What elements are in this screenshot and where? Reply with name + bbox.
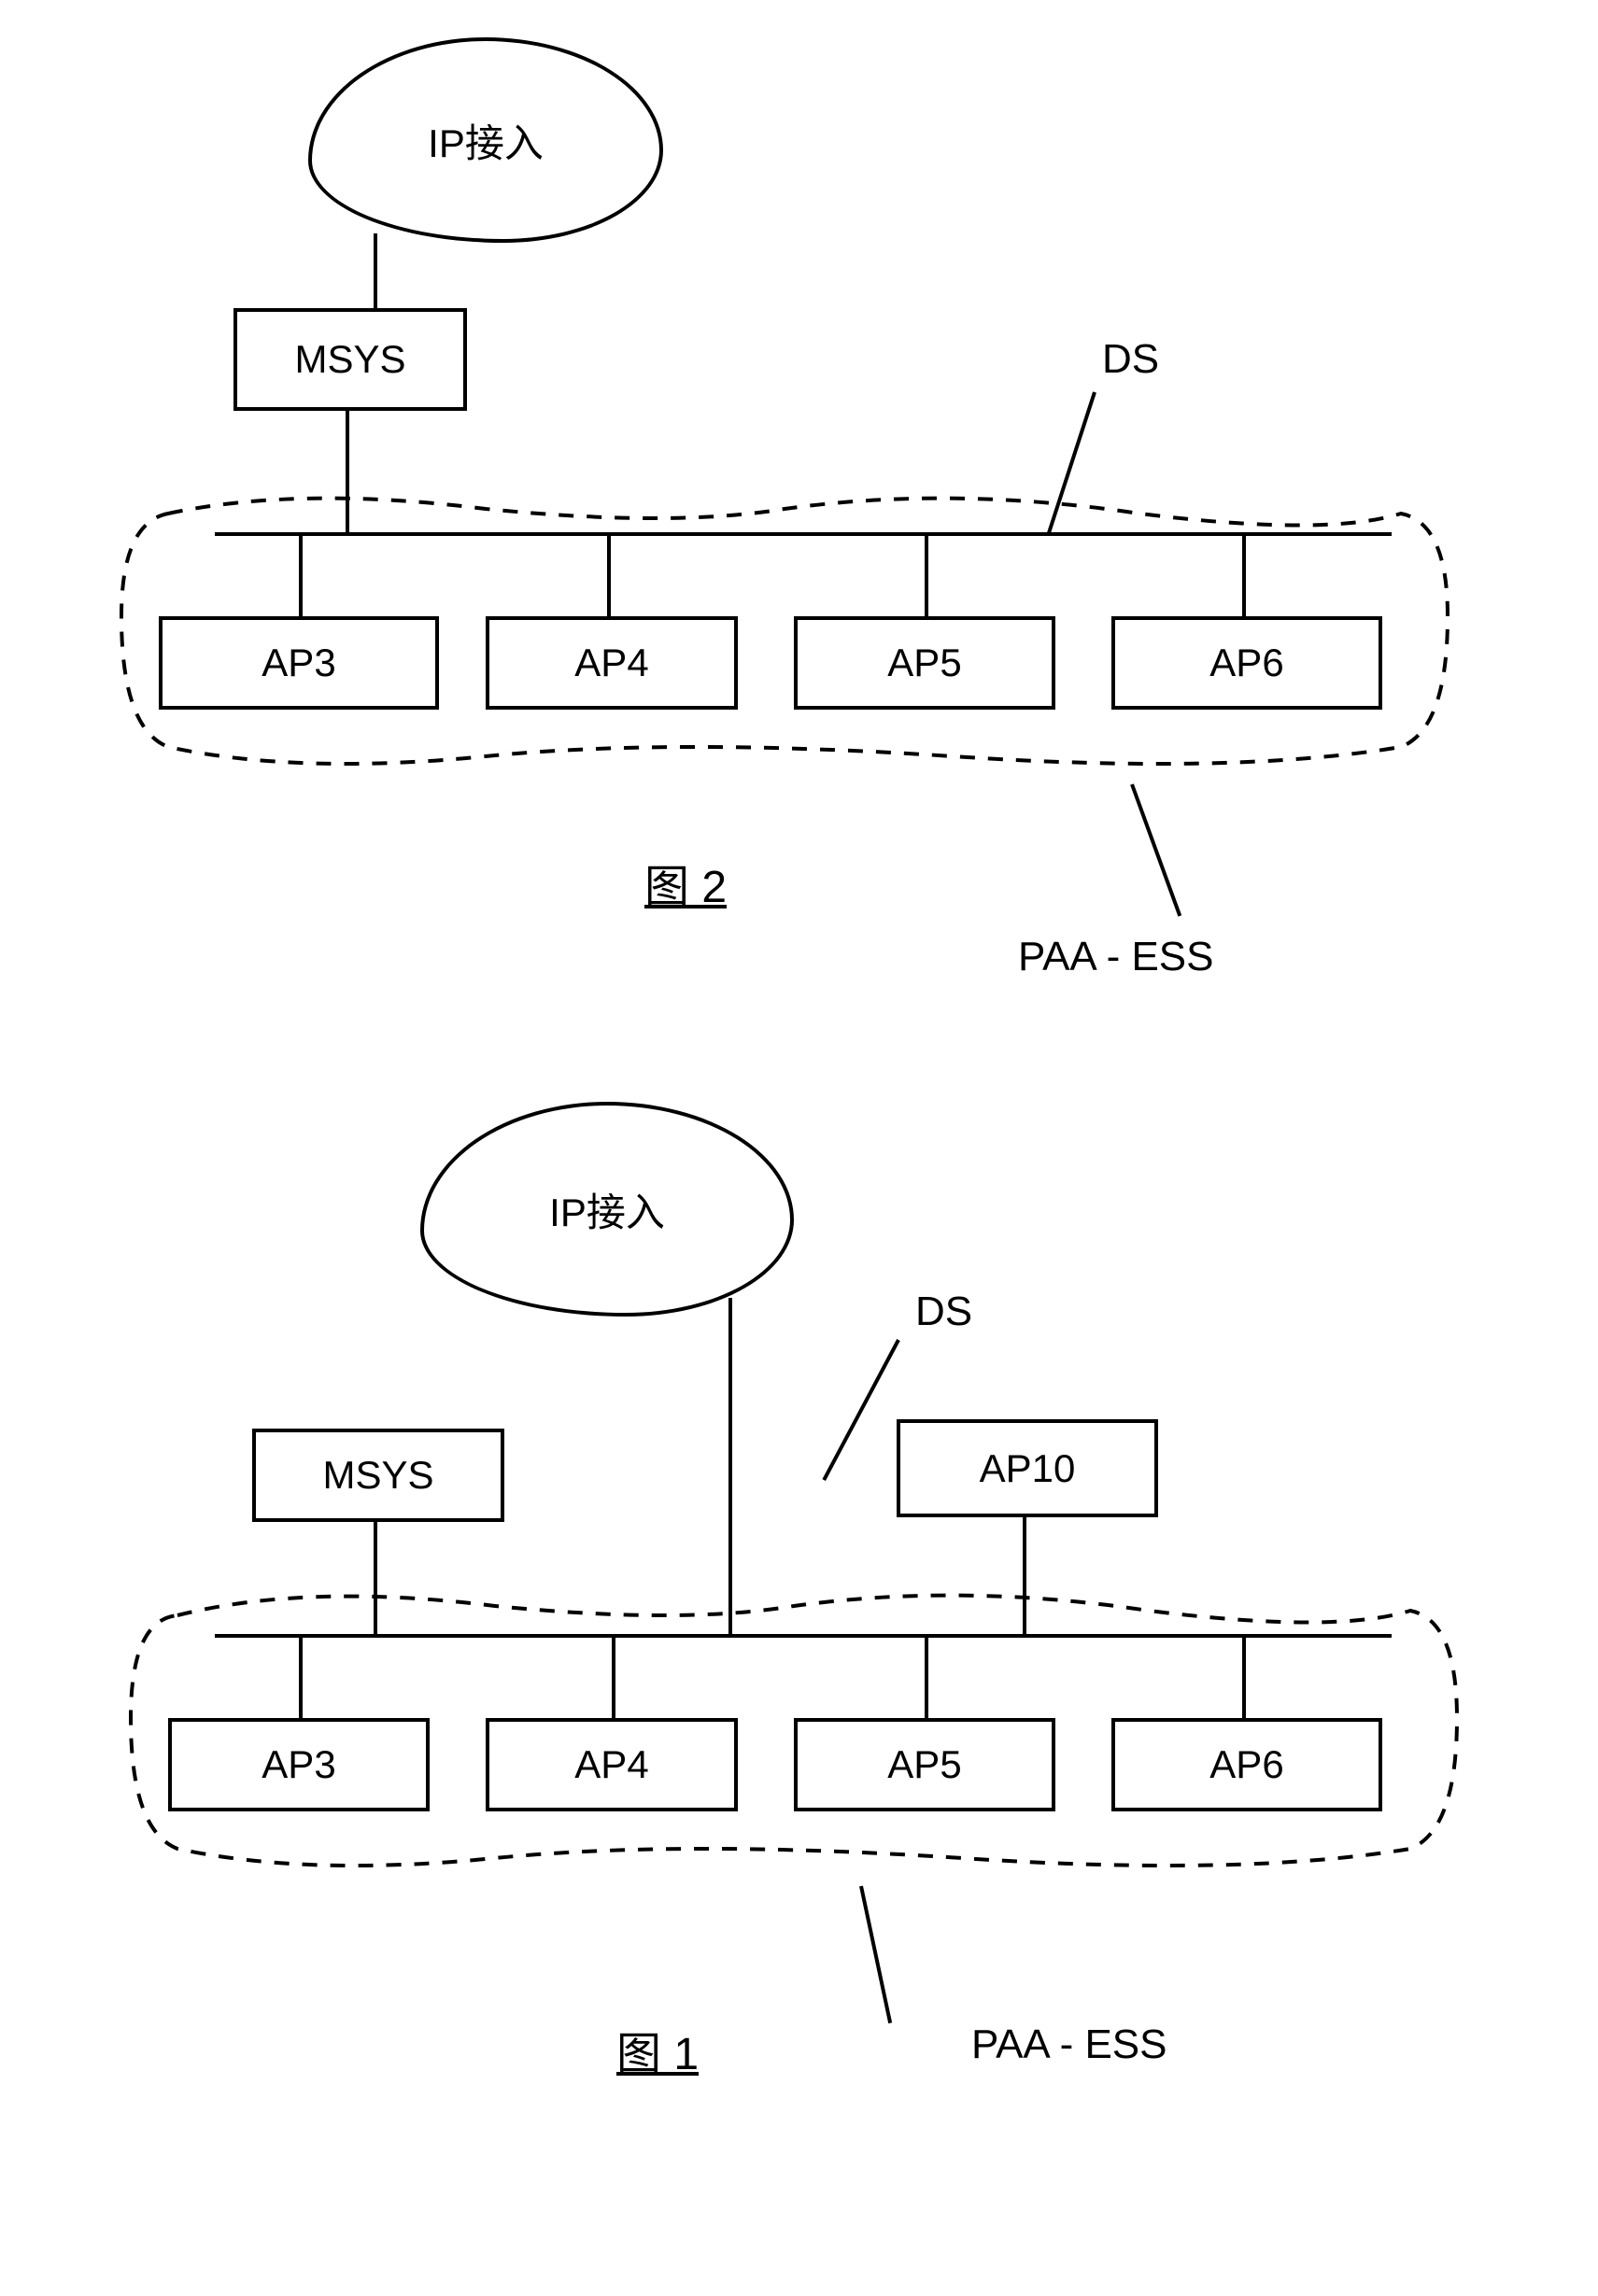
ap-label: AP4 (574, 641, 648, 685)
ap-box: AP3 (168, 1718, 430, 1811)
figure-label: 图 1 (616, 2017, 699, 2082)
diagram-bottom: IP接入 DS MSYS AP10 AP3 AP4 AP5 AP6 PAA - … (37, 1102, 1561, 2092)
ap-label: AP4 (574, 1742, 648, 1787)
diagram-top: IP接入 MSYS DS AP3 AP4 AP5 AP6 图 2 PAA - E… (37, 37, 1561, 1027)
msys-label: MSYS (294, 337, 405, 382)
ap-label: AP6 (1209, 641, 1283, 685)
ds-label: DS (1102, 336, 1159, 383)
ds-pointer (822, 1339, 899, 1481)
ap-label: AP5 (887, 1742, 961, 1787)
ap-box: AP3 (159, 616, 439, 710)
ap-box: AP5 (794, 1718, 1055, 1811)
msys-box: MSYS (252, 1429, 504, 1522)
ap-box: AP5 (794, 616, 1055, 710)
figure-label: 图 2 (644, 850, 727, 915)
ap-box: AP4 (486, 1718, 738, 1811)
ap-label: AP3 (262, 1742, 335, 1787)
group-pointer (859, 1886, 892, 2024)
group-label: PAA - ESS (1018, 934, 1214, 980)
ap10-box: AP10 (897, 1419, 1158, 1517)
ap-label: AP6 (1209, 1742, 1283, 1787)
cloud-ip: IP接入 (308, 37, 663, 243)
ap-label: AP5 (887, 641, 961, 685)
cloud-label: IP接入 (428, 112, 544, 169)
connector (374, 233, 377, 308)
msys-box: MSYS (233, 308, 467, 411)
ap-box: AP4 (486, 616, 738, 710)
msys-label: MSYS (322, 1453, 433, 1498)
ap-label: AP3 (262, 641, 335, 685)
ds-label: DS (915, 1289, 972, 1335)
ap10-label: AP10 (980, 1446, 1076, 1491)
cloud-ip: IP接入 (420, 1102, 794, 1317)
ap-box: AP6 (1111, 1718, 1382, 1811)
group-label: PAA - ESS (971, 2021, 1167, 2068)
ap-box: AP6 (1111, 616, 1382, 710)
group-pointer (1130, 783, 1181, 916)
cloud-label: IP接入 (549, 1181, 665, 1238)
